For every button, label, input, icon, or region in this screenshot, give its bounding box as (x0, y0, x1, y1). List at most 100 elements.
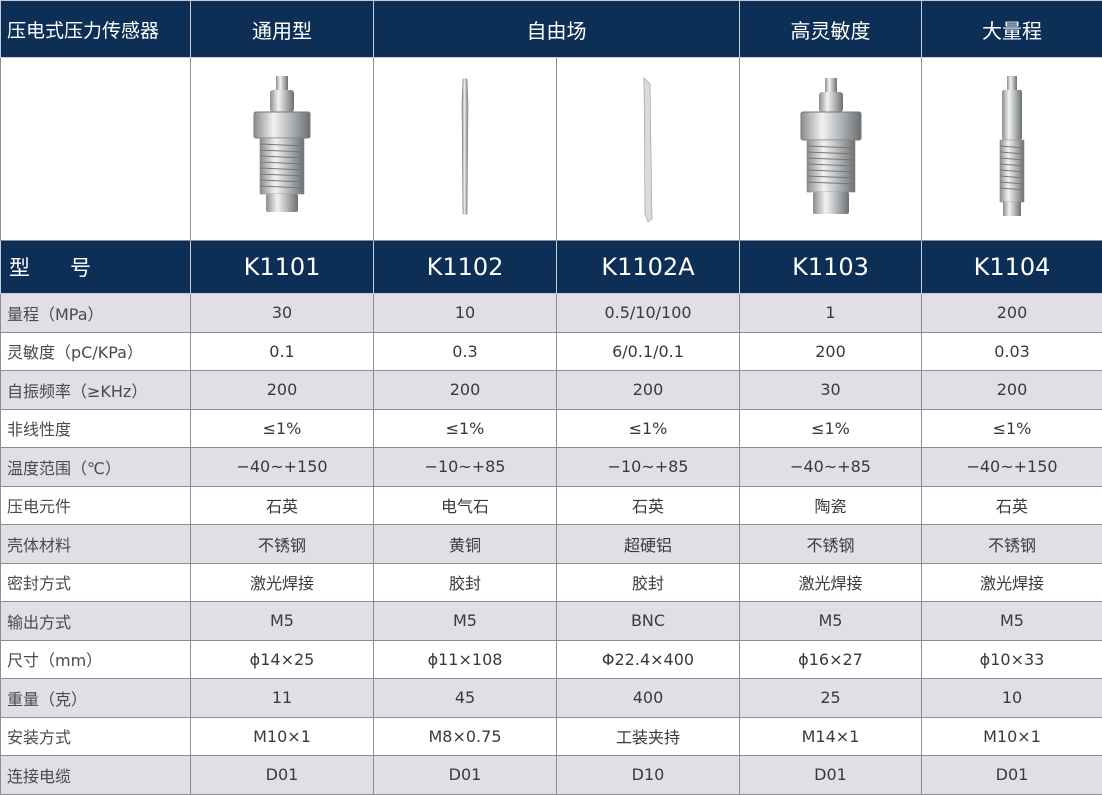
cell-value: D01 (191, 756, 374, 795)
row-label: 安装方式 (1, 717, 191, 756)
cell-value: M5 (740, 602, 922, 641)
cell-value: D10 (557, 756, 740, 795)
cell-value: 黄铜 (374, 525, 557, 564)
cell-value: ≤1% (922, 409, 1102, 448)
sensor-threaded-hex-icon (791, 74, 871, 224)
cell-value: 陶瓷 (740, 486, 922, 525)
cell-value: 工装夹持 (557, 717, 740, 756)
cell-value: 10 (922, 679, 1102, 718)
cell-value: 0.03 (922, 332, 1102, 371)
table-row: 温度范围（℃）−40~+150−10~+85−10~+85−40~+85−40~… (1, 448, 1102, 487)
table-title: 压电式压力传感器 (1, 1, 191, 58)
row-label: 重量（克） (1, 679, 191, 718)
cell-value: 0.1 (191, 332, 374, 371)
cell-value: 激光焊接 (922, 563, 1102, 602)
cell-value: M10×1 (922, 717, 1102, 756)
row-label: 自振频率（≥KHz） (1, 371, 191, 410)
cell-value: 石英 (922, 486, 1102, 525)
cell-value: 200 (191, 371, 374, 410)
cell-value: M5 (374, 602, 557, 641)
cell-value: M8×0.75 (374, 717, 557, 756)
cell-value: 200 (922, 294, 1102, 333)
cell-value: 胶封 (374, 563, 557, 602)
model-label-char-2: 号 (70, 256, 91, 280)
cell-value: 200 (557, 371, 740, 410)
cell-value: 激光焊接 (740, 563, 922, 602)
group-general: 通用型 (191, 1, 374, 58)
cell-value: −40~+85 (740, 448, 922, 487)
cell-value: ϕ11×108 (374, 640, 557, 679)
row-label: 尺寸（mm） (1, 640, 191, 679)
sensor-blade-probe-icon (628, 74, 668, 224)
group-high-sensitivity: 高灵敏度 (740, 1, 922, 58)
model-k1102a: K1102A (557, 241, 740, 294)
cell-value: ≤1% (374, 409, 557, 448)
cell-value: 200 (740, 332, 922, 371)
cell-value: ϕ14×25 (191, 640, 374, 679)
cell-value: 30 (191, 294, 374, 333)
cell-value: 25 (740, 679, 922, 718)
group-large-range: 大量程 (922, 1, 1102, 58)
cell-value: 30 (740, 371, 922, 410)
image-label-cell (1, 58, 191, 241)
product-image-k1102a (557, 58, 740, 241)
table-row: 非线性度≤1%≤1%≤1%≤1%≤1% (1, 409, 1102, 448)
product-image-k1103 (740, 58, 922, 241)
row-label: 灵敏度（pC/KPa） (1, 332, 191, 371)
sensor-pencil-probe-icon (445, 74, 485, 224)
group-free-field: 自由场 (374, 1, 740, 58)
model-row: 型号 K1101 K1102 K1102A K1103 K1104 (1, 241, 1102, 294)
table-row: 壳体材料不锈钢黄铜超硬铝不锈钢不锈钢 (1, 525, 1102, 564)
cell-value: Φ22.4×400 (557, 640, 740, 679)
cell-value: −10~+85 (557, 448, 740, 487)
cell-value: M14×1 (740, 717, 922, 756)
cell-value: 6/0.1/0.1 (557, 332, 740, 371)
cell-value: 胶封 (557, 563, 740, 602)
cell-value: 电气石 (374, 486, 557, 525)
row-label: 温度范围（℃） (1, 448, 191, 487)
cell-value: 不锈钢 (740, 525, 922, 564)
image-row (1, 58, 1102, 241)
product-image-k1101 (191, 58, 374, 241)
cell-value: M5 (922, 602, 1102, 641)
model-k1101: K1101 (191, 241, 374, 294)
sensor-threaded-hex-icon (242, 74, 322, 224)
row-label: 量程（MPa） (1, 294, 191, 333)
cell-value: BNC (557, 602, 740, 641)
cell-value: D01 (374, 756, 557, 795)
cell-value: 石英 (191, 486, 374, 525)
product-image-k1102 (374, 58, 557, 241)
row-label: 压电元件 (1, 486, 191, 525)
cell-value: 0.5/10/100 (557, 294, 740, 333)
header-row: 压电式压力传感器 通用型 自由场 高灵敏度 大量程 (1, 1, 1102, 58)
product-image-k1104 (922, 58, 1102, 241)
cell-value: 11 (191, 679, 374, 718)
cell-value: 激光焊接 (191, 563, 374, 602)
cell-value: 10 (374, 294, 557, 333)
cell-value: −40~+150 (922, 448, 1102, 487)
table-row: 压电元件石英电气石石英陶瓷石英 (1, 486, 1102, 525)
cell-value: ≤1% (191, 409, 374, 448)
model-k1102: K1102 (374, 241, 557, 294)
model-k1103: K1103 (740, 241, 922, 294)
cell-value: 超硬铝 (557, 525, 740, 564)
table-row: 密封方式激光焊接胶封胶封激光焊接激光焊接 (1, 563, 1102, 602)
row-label: 连接电缆 (1, 756, 191, 795)
cell-value: ϕ16×27 (740, 640, 922, 679)
cell-value: M10×1 (191, 717, 374, 756)
model-k1104: K1104 (922, 241, 1102, 294)
cell-value: 1 (740, 294, 922, 333)
cell-value: 200 (374, 371, 557, 410)
cell-value: 石英 (557, 486, 740, 525)
cell-value: 400 (557, 679, 740, 718)
row-label: 壳体材料 (1, 525, 191, 564)
sensor-slim-threaded-icon (982, 74, 1042, 224)
row-label: 非线性度 (1, 409, 191, 448)
